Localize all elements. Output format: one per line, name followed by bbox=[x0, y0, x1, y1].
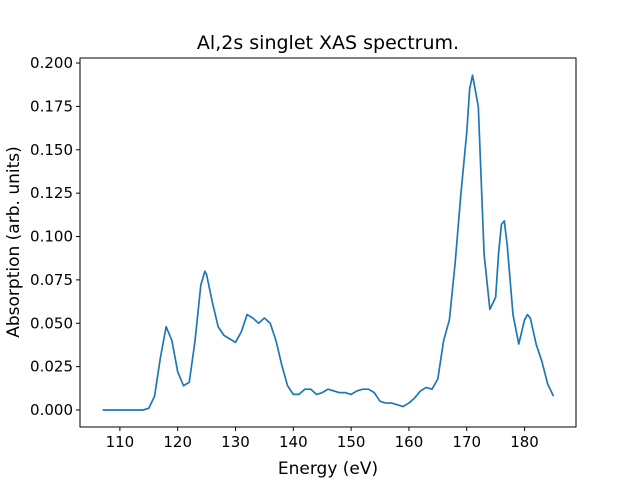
y-tick-label: 0.025 bbox=[30, 358, 73, 376]
x-tick-label: 110 bbox=[106, 433, 135, 451]
y-tick-label: 0.150 bbox=[30, 141, 73, 159]
y-tick-label: 0.100 bbox=[30, 228, 73, 246]
axes-frame bbox=[79, 57, 577, 428]
y-tick-label: 0.200 bbox=[30, 54, 73, 72]
x-tick-label: 120 bbox=[163, 433, 192, 451]
y-tick-label: 0.050 bbox=[30, 314, 73, 332]
y-axis-label: Absorption (arb. units) bbox=[4, 146, 24, 338]
y-tick-label: 0.125 bbox=[30, 184, 73, 202]
y-tick-label: 0.175 bbox=[30, 97, 73, 115]
x-tick-label: 150 bbox=[337, 433, 366, 451]
x-axis-label: Energy (eV) bbox=[278, 459, 378, 479]
x-tick-label: 140 bbox=[279, 433, 308, 451]
x-tick-label: 130 bbox=[221, 433, 250, 451]
y-tick-label: 0.000 bbox=[30, 401, 73, 419]
x-tick-label: 160 bbox=[395, 433, 424, 451]
plot-area bbox=[102, 74, 555, 411]
data-line bbox=[102, 74, 555, 411]
y-tick-label: 0.075 bbox=[30, 271, 73, 289]
chart-title: Al,2s singlet XAS spectrum. bbox=[197, 32, 459, 54]
x-tick-label: 180 bbox=[510, 433, 539, 451]
x-tick-label: 170 bbox=[452, 433, 481, 451]
